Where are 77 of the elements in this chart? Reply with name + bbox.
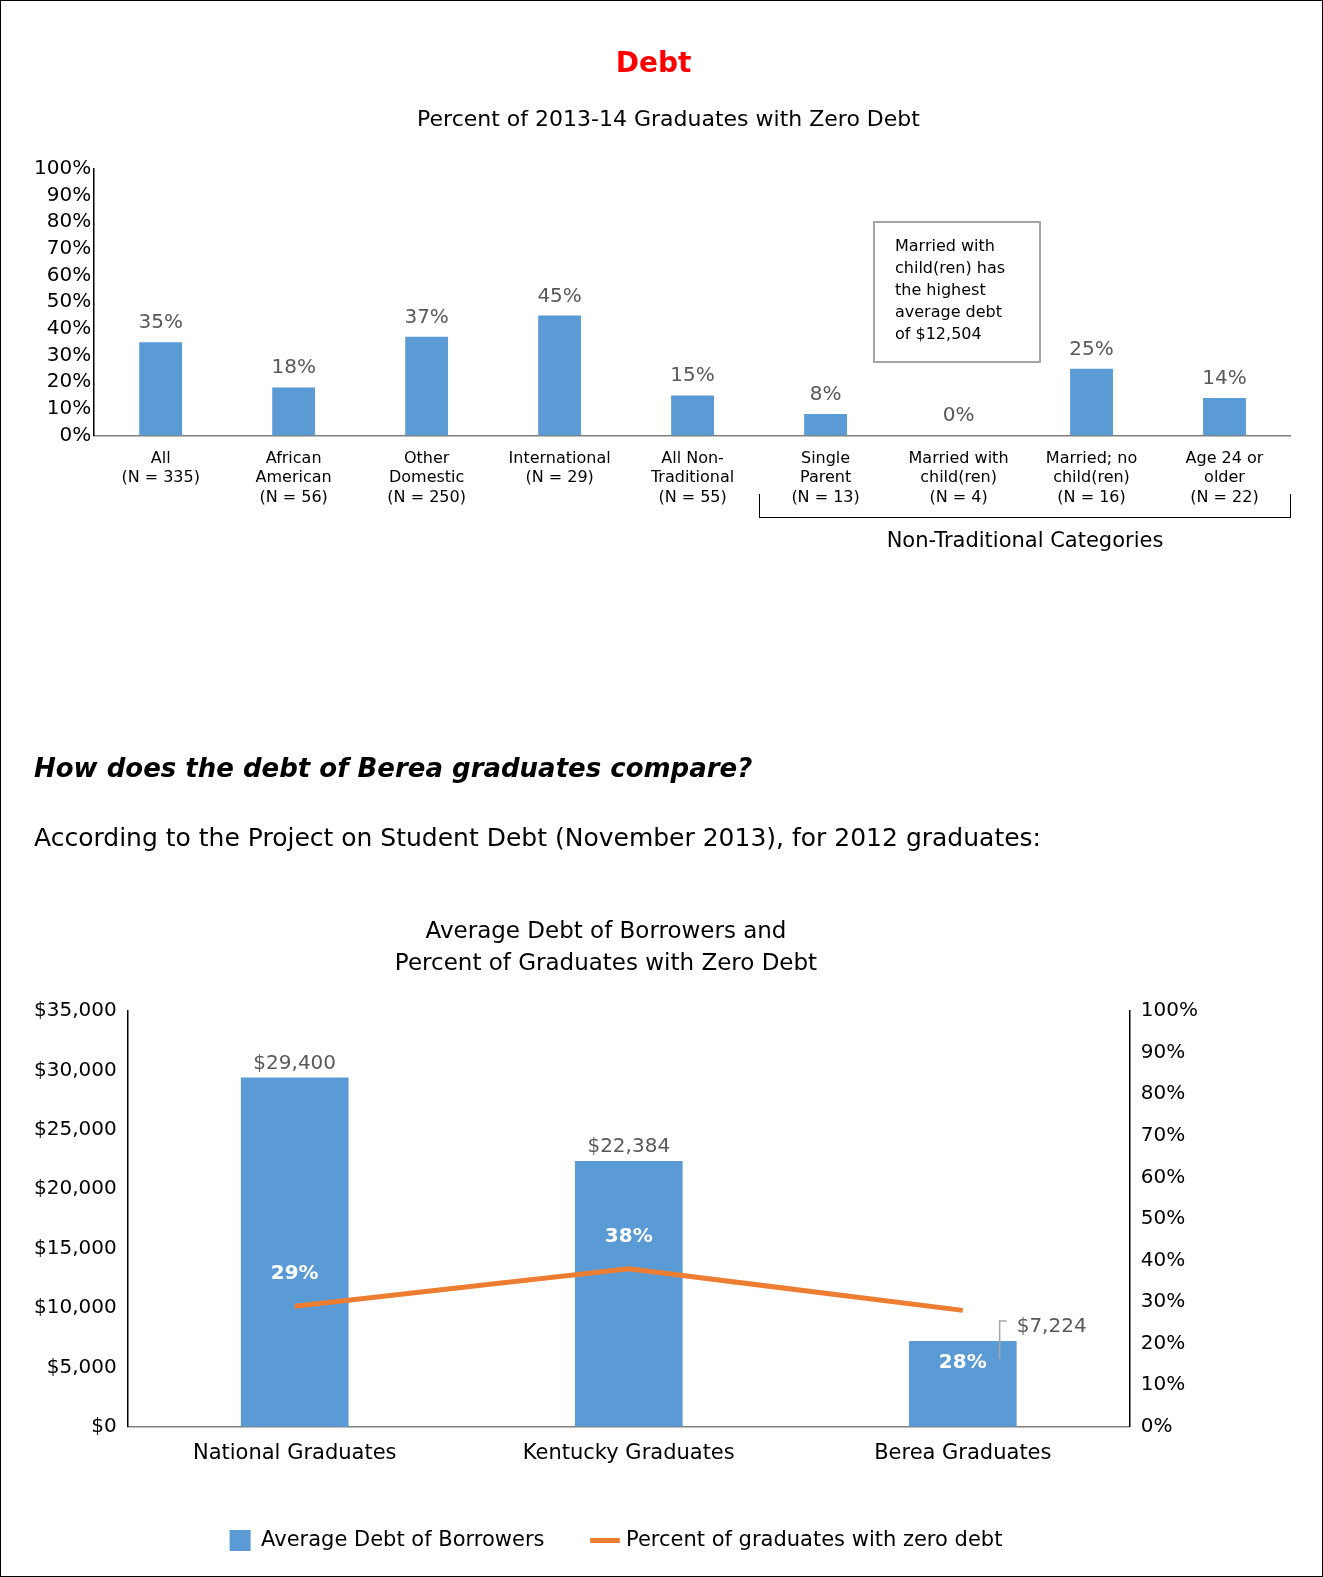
x-tick-label: Married with child(ren) (N = 4)	[908, 448, 1009, 506]
y-tick-label: 0%	[59, 421, 92, 446]
data-label: 29%	[270, 1260, 319, 1285]
x-tick-label: Berea Graduates	[874, 1439, 1052, 1464]
x-tick-label: All (N = 335)	[121, 448, 200, 487]
bar	[1203, 398, 1246, 436]
x-tick-label: International (N = 29)	[508, 448, 611, 487]
bar	[804, 414, 848, 436]
y-tick-label: 50%	[46, 288, 92, 313]
y-tick-label: 20%	[46, 368, 92, 393]
data-label: 38%	[604, 1223, 653, 1247]
y-tick-label: 10%	[46, 394, 92, 419]
y-tick-label: $35,000	[33, 997, 117, 1022]
bar	[538, 315, 582, 436]
y2-tick-label: 0%	[1140, 1413, 1173, 1437]
y2-tick-label: 90%	[1140, 1038, 1186, 1063]
y2-tick-label: 30%	[1140, 1288, 1186, 1313]
bar	[272, 387, 316, 436]
y-tick-label: 70%	[46, 235, 92, 260]
note-box: Married with child(ren) has the highest average debt of $12,504	[873, 221, 1041, 363]
data-label: 25%	[1069, 335, 1114, 360]
y-tick-label: 40%	[46, 315, 92, 340]
y2-tick-label: 50%	[1140, 1205, 1186, 1230]
y-tick-label: 80%	[46, 208, 92, 233]
y-tick-label: $15,000	[33, 1234, 117, 1259]
data-label: $22,384	[587, 1133, 671, 1158]
data-label: 0%	[942, 402, 975, 427]
x-tick-label: African American (N = 56)	[255, 448, 332, 506]
data-label: 14%	[1202, 365, 1247, 390]
data-label: 37%	[404, 303, 449, 328]
y-tick-label: $10,000	[33, 1294, 117, 1319]
legend-label: Average Debt of Borrowers	[261, 1526, 545, 1551]
data-label: 35%	[138, 309, 183, 334]
y2-tick-label: 40%	[1140, 1246, 1186, 1271]
y-tick-label: 90%	[46, 181, 92, 206]
y-tick-label: $20,000	[33, 1175, 117, 1200]
data-label: 28%	[938, 1349, 987, 1374]
y2-tick-label: 10%	[1140, 1371, 1186, 1396]
data-label: 15%	[670, 362, 715, 387]
x-tick-label: Age 24 or older (N = 22)	[1185, 448, 1264, 506]
legend-label: Percent of graduates with zero debt	[625, 1526, 1003, 1551]
bar	[574, 1160, 683, 1427]
data-label: 8%	[809, 381, 842, 406]
text: Debt	[614, 46, 693, 79]
text: According to the Project on Student Debt (November 2013), for 2012 graduates:	[34, 823, 1042, 852]
chart-title: Average Debt of Borrowers and Percent of Graduates with Zero Debt	[393, 916, 819, 977]
x-tick-label: All Non-Traditional (N = 55)	[649, 448, 735, 506]
y-tick-label: 30%	[46, 341, 92, 366]
x-tick-label: National Graduates	[192, 1439, 397, 1464]
text: Non-Traditional Categories	[885, 528, 1165, 552]
bar	[908, 1340, 1017, 1427]
data-label: 18%	[271, 354, 316, 379]
y2-tick-label: 20%	[1140, 1329, 1186, 1354]
y-tick-label: $0	[91, 1413, 117, 1437]
text: How does the debt of Berea graduates compare?	[34, 753, 753, 783]
data-label: 45%	[537, 282, 582, 307]
x-tick-label: Married; no child(ren) (N = 16)	[1045, 448, 1138, 506]
y2-tick-label: 80%	[1140, 1080, 1186, 1105]
y-tick-label: $5,000	[46, 1353, 117, 1378]
chart-title: Percent of 2013-14 Graduates with Zero Debt	[416, 106, 921, 131]
bar	[1070, 368, 1113, 436]
y-tick-label: 100%	[33, 155, 92, 180]
y2-tick-label: 70%	[1140, 1121, 1186, 1146]
x-tick-label: Kentucky Graduates	[522, 1439, 735, 1464]
bar	[240, 1077, 349, 1427]
y2-tick-label: 60%	[1140, 1163, 1186, 1188]
y2-tick-label: 100%	[1140, 997, 1199, 1022]
y-tick-label: $30,000	[33, 1056, 117, 1081]
bar	[139, 342, 183, 436]
x-tick-label: Single Parent (N = 13)	[791, 448, 860, 506]
data-label: $7,224	[1016, 1313, 1087, 1338]
x-tick-label: Other Domestic (N = 250)	[387, 448, 466, 506]
data-label: $29,400	[253, 1049, 337, 1074]
y-tick-label: $25,000	[33, 1116, 117, 1140]
y-tick-label: 60%	[46, 261, 92, 286]
bar	[405, 336, 449, 436]
bar	[671, 395, 715, 436]
